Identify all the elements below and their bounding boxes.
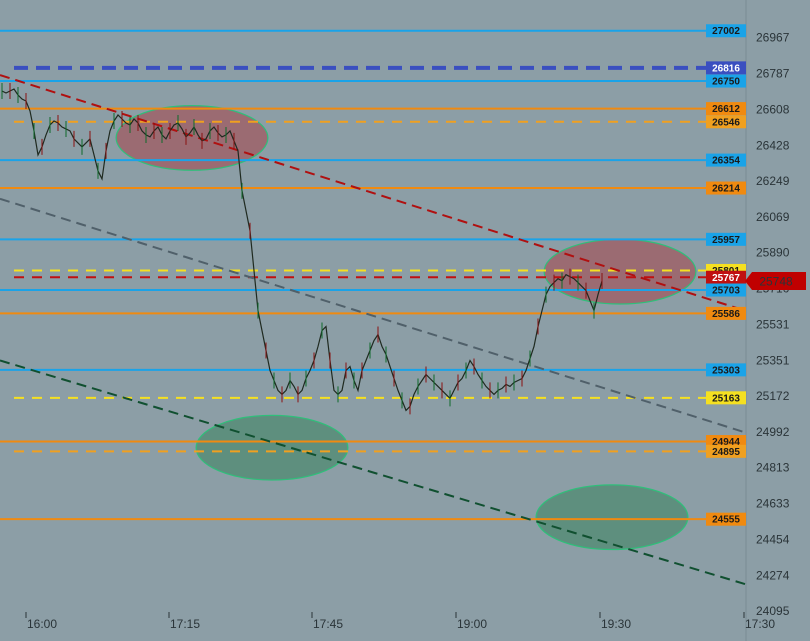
y-tick-24454: 24454 [756,532,790,546]
y-tick-26967: 26967 [756,31,790,45]
y-tick-25172: 25172 [756,389,790,403]
y-tick-24095: 24095 [756,604,790,618]
level-tag-text-26354: 26354 [712,156,740,167]
y-tick-26608: 26608 [756,102,790,116]
y-tick-24813: 24813 [756,461,790,475]
x-tick-19:00: 19:00 [457,617,487,631]
level-tag-text-24555: 24555 [712,515,740,526]
y-tick-25890: 25890 [756,246,790,260]
level-tag-text-26816: 26816 [712,63,740,74]
level-tag-25303 [706,363,746,377]
x-tick-19:30: 19:30 [601,617,631,631]
trendline-0 [0,74,746,312]
level-tag-text-25767: 25767 [712,273,740,284]
level-tag-text-25703: 25703 [712,286,740,297]
x-tick-17:45: 17:45 [313,617,343,631]
level-tag-26816 [706,61,746,75]
level-tag-25703 [706,283,746,297]
support-zone-3 [535,484,689,551]
y-tick-26787: 26787 [756,67,790,81]
level-tag-text-27002: 27002 [712,26,740,37]
level-tag-26354 [706,153,746,167]
y-tick-26428: 26428 [756,138,790,152]
level-tag-text-25163: 25163 [712,393,740,404]
level-tag-25163 [706,391,746,405]
y-tick-26249: 26249 [756,174,790,188]
x-tick-17:15: 17:15 [170,617,200,631]
level-tag-24895 [706,444,746,458]
y-tick-24992: 24992 [756,425,790,439]
level-tag-text-26612: 26612 [712,104,740,115]
level-tag-26214 [706,181,746,195]
level-tag-text-24944: 24944 [712,437,740,448]
y-tick-24633: 24633 [756,497,790,511]
level-tag-text-26214: 26214 [712,184,740,195]
support-zone-2 [195,414,349,481]
trendline-1 [0,197,746,434]
y-tick-26069: 26069 [756,210,790,224]
price-series-line [1,88,603,412]
level-tag-text-24895: 24895 [712,447,740,458]
level-tag-24555 [706,512,746,526]
level-tag-text-25957: 25957 [712,235,740,246]
level-tag-26750 [706,74,746,88]
level-tag-text-25303: 25303 [712,365,740,376]
level-tag-25586 [706,306,746,320]
level-tag-26612 [706,102,746,116]
level-tag-text-26750: 26750 [712,77,740,88]
resistance-zone-0 [115,104,269,171]
last-price-marker [745,272,806,291]
resistance-zone-1 [543,238,697,305]
y-tick-25351: 25351 [756,353,790,367]
y-tick-24274: 24274 [756,568,790,582]
x-tick-17:30: 17:30 [745,617,775,631]
level-tag-27002 [706,24,746,38]
x-tick-16:00: 16:00 [27,617,57,631]
level-tag-24944 [706,435,746,449]
last-price-text: 25748 [759,275,793,289]
level-tag-25957 [706,232,746,246]
level-tag-text-25586: 25586 [712,309,740,320]
y-tick-25531: 25531 [756,317,790,331]
level-tag-text-26546: 26546 [712,117,740,128]
level-tag-26546 [706,115,746,129]
trendline-2 [0,359,746,586]
level-tag-25767 [706,270,746,284]
